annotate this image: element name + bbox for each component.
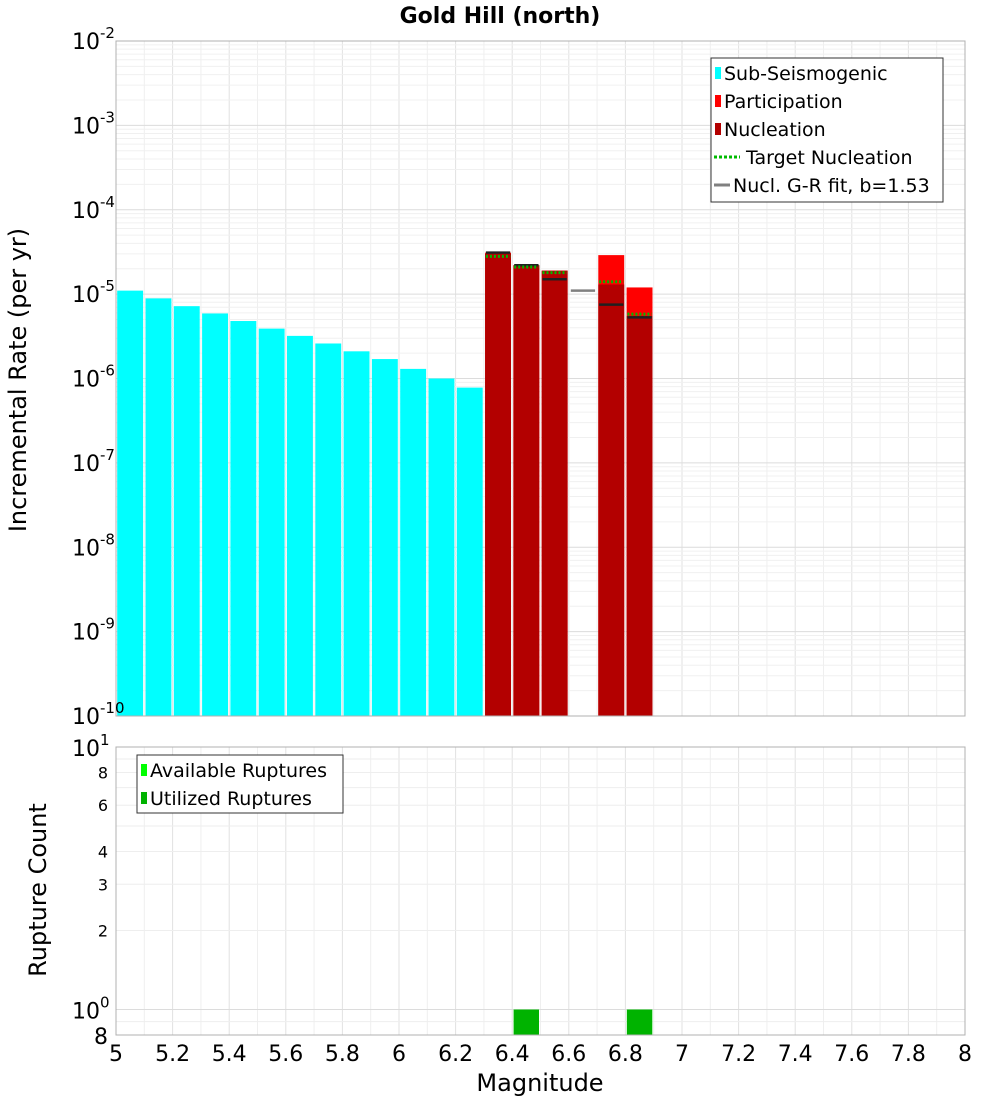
sub-seismogenic-bar [258, 328, 285, 716]
bottom-y-tick-label: 101 [72, 731, 110, 762]
legend-label: Available Ruptures [150, 760, 327, 782]
bottom-legend-box [136, 754, 344, 814]
bottom-y-tick-label: 2 [98, 922, 108, 941]
x-tick-label: 6.4 [495, 1042, 530, 1067]
x-tick-label: 7.8 [891, 1042, 926, 1067]
sub-seismogenic-bar [202, 313, 228, 716]
legend-label: Nucleation [724, 119, 826, 141]
x-tick-label: 8 [958, 1042, 972, 1067]
x-tick-label: 7 [675, 1042, 689, 1067]
sub-seismogenic-bar [117, 290, 144, 716]
bottom-y-tick-label: 3 [98, 875, 108, 894]
bottom-y-tick-label: 100 [72, 994, 110, 1025]
x-tick-label: 7.2 [721, 1042, 756, 1067]
sub-seismogenic-bar [173, 306, 200, 716]
x-tick-label: 5 [109, 1042, 123, 1067]
chart-title: Gold Hill (north) [400, 4, 601, 29]
x-tick-label: 5.8 [325, 1042, 360, 1067]
sub-seismogenic-bar [371, 359, 398, 716]
top-y-tick-label: 10-9 [72, 615, 115, 646]
x-tick-label: 7.4 [778, 1042, 813, 1067]
legend-label: Target Nucleation [745, 147, 913, 169]
top-y-tick-label: 10-2 [72, 24, 115, 55]
bottom-y-tick-label: 8 [98, 763, 108, 782]
sub-seismogenic-bar [287, 335, 313, 716]
top-y-tick-label: 10-4 [72, 193, 115, 224]
top-y-tick-label: 10-10 [72, 699, 125, 730]
legend-label: Nucl. G-R fit, b=1.53 [733, 175, 930, 197]
x-tick-label: 7.6 [834, 1042, 869, 1067]
top-y-axis-title: Incremental Rate (per yr) [4, 228, 32, 532]
sub-seismogenic-bar [230, 321, 257, 716]
bottom-y-tick-label: 4 [98, 842, 108, 861]
legend-swatch [141, 792, 147, 804]
sub-seismogenic-bar [456, 387, 483, 716]
bottom-y-tick-label: 8 [94, 1025, 108, 1050]
legend-label: Sub-Seismogenic [724, 63, 888, 85]
legend-swatch [141, 764, 147, 776]
bottom-y-tick-label: 6 [98, 796, 108, 815]
legend-swatch [715, 67, 721, 79]
nucleation-bar [485, 253, 511, 716]
sub-seismogenic-bar [145, 298, 172, 716]
top-plot-border [115, 40, 966, 717]
nucleation-bar [541, 270, 568, 716]
bottom-y-axis-title: Rupture Count [24, 803, 52, 977]
top-y-tick-label: 10-6 [72, 362, 115, 393]
top-legend-box [710, 57, 944, 203]
bottom-plot-border [115, 746, 966, 1036]
utilized-ruptures-bar [626, 1009, 653, 1035]
legend-label: Participation [724, 91, 843, 113]
top-y-tick-label: 10-3 [72, 108, 115, 139]
x-tick-label: 5.4 [212, 1042, 247, 1067]
x-tick-label: 6.8 [608, 1042, 643, 1067]
utilized-ruptures-bar [513, 1009, 539, 1035]
x-axis-title: Magnitude [476, 1069, 603, 1097]
top-y-tick-label: 10-8 [72, 530, 115, 561]
sub-seismogenic-bar [343, 351, 370, 716]
x-tick-label: 6.6 [551, 1042, 586, 1067]
legend-label: Utilized Ruptures [150, 788, 312, 810]
nucleation-bar [626, 316, 653, 716]
nucleation-bar [513, 265, 540, 716]
x-tick-label: 6 [392, 1042, 406, 1067]
nucleation-bar [598, 284, 625, 716]
x-tick-label: 5.2 [155, 1042, 190, 1067]
sub-seismogenic-bar [400, 368, 427, 716]
sub-seismogenic-bar [428, 378, 455, 716]
top-y-tick-label: 10-5 [72, 277, 115, 308]
sub-seismogenic-bar [315, 343, 342, 716]
x-tick-label: 6.2 [438, 1042, 473, 1067]
top-y-tick-label: 10-7 [72, 446, 115, 477]
legend-swatch [715, 95, 721, 107]
x-tick-label: 5.6 [268, 1042, 303, 1067]
legend-swatch [715, 123, 721, 135]
